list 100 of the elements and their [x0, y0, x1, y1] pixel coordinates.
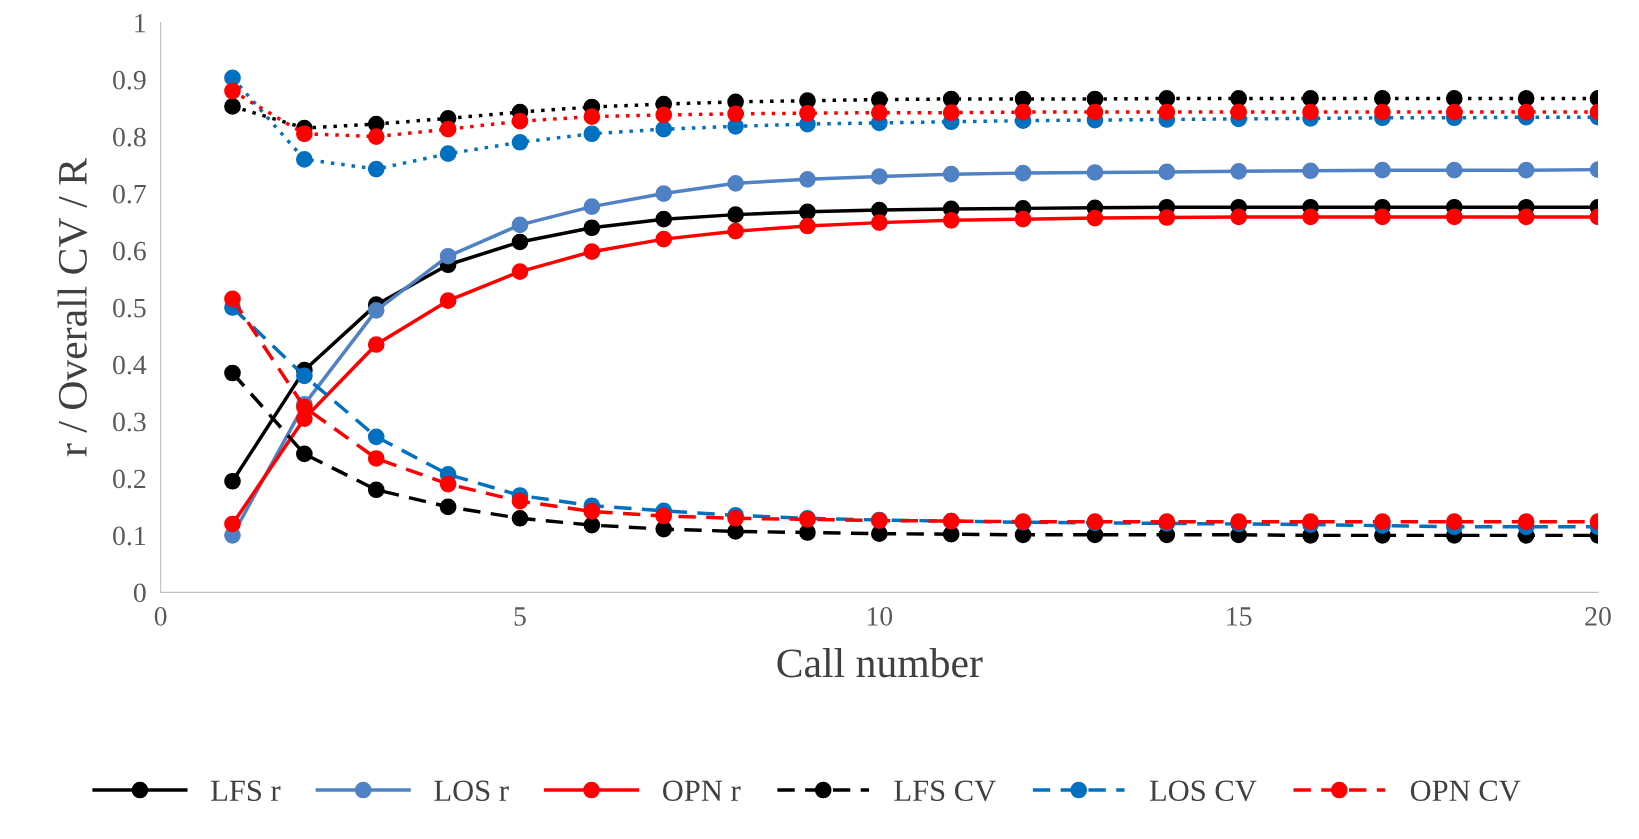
point: [224, 290, 241, 308]
point: [1302, 90, 1319, 107]
point: [799, 104, 816, 122]
point: [1517, 161, 1535, 179]
point: [727, 222, 744, 240]
point: [296, 125, 313, 143]
point: [439, 498, 457, 516]
point: [1158, 163, 1176, 181]
point: [511, 112, 529, 130]
point: [224, 98, 241, 115]
point: [511, 133, 529, 151]
point: [1086, 164, 1104, 181]
point: [224, 515, 241, 533]
x-axis-title: Call number: [777, 648, 983, 678]
point: [296, 151, 313, 168]
y-tick-label: 0.4: [113, 355, 147, 375]
point: [511, 263, 529, 280]
legend-label: OPN CV: [1410, 780, 1521, 802]
point: [1374, 208, 1391, 226]
point: [367, 450, 385, 467]
point: [367, 160, 385, 178]
point: [367, 128, 385, 145]
point: [655, 120, 673, 138]
y-tick-label: 1: [135, 13, 146, 33]
point: [1158, 103, 1176, 121]
point: [942, 211, 960, 229]
point: [1014, 103, 1032, 121]
point: [1517, 90, 1535, 107]
point: [1086, 209, 1104, 227]
point: [870, 168, 888, 185]
point: [224, 472, 241, 490]
y-tick-label: 0.5: [113, 298, 146, 318]
y-tick-label: 0.3: [113, 412, 146, 432]
point: [1517, 208, 1535, 226]
point: [1445, 513, 1463, 531]
point: [224, 364, 241, 382]
point: [870, 214, 888, 231]
y-tick-label: 0.8: [113, 127, 146, 147]
legend-label: OPN r: [663, 780, 741, 802]
point: [439, 475, 457, 493]
point: [296, 367, 313, 385]
point: [439, 292, 457, 309]
point: [583, 503, 601, 520]
point: [942, 90, 960, 108]
y-tick-label: 0.6: [113, 241, 146, 261]
point: [1374, 90, 1391, 107]
point: [655, 230, 673, 248]
point: [224, 82, 241, 100]
y-tick-label: 0.2: [113, 469, 146, 489]
point: [1014, 164, 1032, 182]
point: [583, 108, 601, 125]
x-tick-label: 15: [1227, 607, 1252, 626]
point: [583, 125, 601, 143]
point: [655, 185, 673, 202]
point: [1230, 163, 1248, 180]
point: [1230, 103, 1248, 121]
point: [511, 492, 529, 510]
point: [1302, 103, 1319, 121]
y-tick-label: 0.9: [113, 70, 146, 90]
point: [296, 445, 313, 463]
point: [799, 217, 816, 235]
point: [583, 198, 601, 215]
legend-label: LOS CV: [1149, 780, 1257, 802]
y-tick-label: 0.7: [113, 184, 146, 204]
point: [583, 243, 601, 260]
point: [1302, 162, 1319, 180]
point: [727, 174, 744, 192]
point: [1302, 208, 1319, 226]
point: [1230, 90, 1248, 107]
point: [439, 120, 457, 138]
legend-label: LFS r: [211, 780, 281, 802]
y-axis-title: r / Overall CV / R: [57, 158, 88, 457]
point: [1445, 208, 1463, 226]
x-tick-label: 10: [867, 607, 893, 626]
point: [367, 428, 385, 446]
point: [655, 106, 673, 124]
point: [367, 481, 385, 499]
point: [367, 302, 385, 319]
point: [1230, 208, 1248, 226]
point: [367, 336, 385, 353]
point: [1445, 103, 1463, 121]
point: [655, 507, 673, 525]
point: [1517, 103, 1535, 121]
point: [870, 104, 888, 121]
legend-label: LOS r: [434, 780, 509, 802]
point: [511, 216, 529, 234]
point: [439, 247, 457, 265]
x-tick-label: 0: [154, 607, 167, 626]
point: [583, 516, 601, 534]
point: [799, 203, 816, 221]
legend-label: LFS CV: [894, 780, 996, 802]
point: [1374, 103, 1391, 121]
point: [439, 145, 457, 163]
point: [727, 105, 744, 123]
point: [727, 206, 744, 223]
y-tick-label: 0: [133, 583, 146, 603]
point: [1086, 103, 1104, 121]
point: [1158, 90, 1176, 107]
x-tick-label: 5: [514, 607, 526, 626]
point: [942, 165, 960, 183]
